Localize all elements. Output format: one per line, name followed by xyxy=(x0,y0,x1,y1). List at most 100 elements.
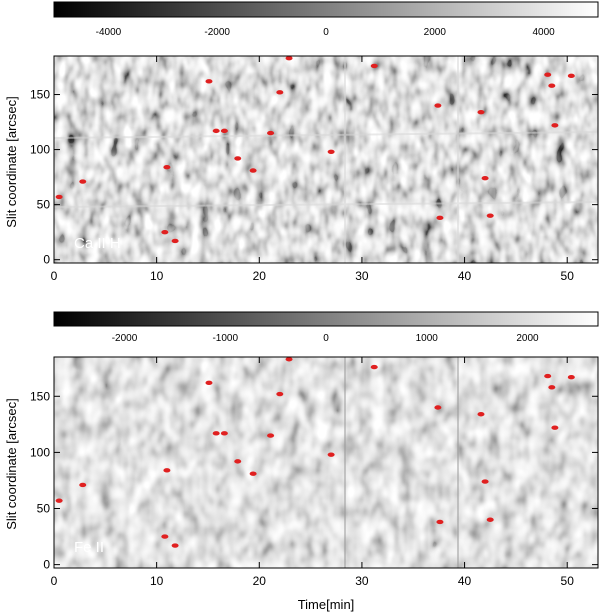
red-marker xyxy=(163,468,171,473)
plot-area-ca: Ca II H xyxy=(53,55,599,264)
x-axis-label-fe: Time[min] xyxy=(298,597,355,612)
slit-discontinuity-lines-ca xyxy=(53,56,599,263)
red-marker xyxy=(276,391,284,397)
red-marker xyxy=(234,459,242,464)
colorbar-tick-label: -2000 xyxy=(112,333,138,344)
colorbar-fe: -2000 -1000 0 1000 2000 xyxy=(53,311,599,344)
x-tick-label: 30 xyxy=(355,574,369,588)
slit-discontinuity-lines-fe xyxy=(344,357,459,568)
red-marker xyxy=(234,156,242,161)
y-tick-label: 150 xyxy=(30,389,50,403)
red-marker xyxy=(486,213,494,218)
y-axis-label-fe: Slit coordinate [arcsec] xyxy=(4,398,19,530)
red-marker xyxy=(477,109,485,115)
colorbar-tick-label: 0 xyxy=(323,333,329,344)
red-marker xyxy=(544,72,552,77)
colorbar-fe-gradient xyxy=(53,311,599,327)
colorbar-tick-label: -1000 xyxy=(212,333,238,344)
red-marker xyxy=(544,373,552,379)
y-tick-label: 100 xyxy=(30,445,50,459)
x-tick-label: 10 xyxy=(150,574,164,588)
red-markers-fe xyxy=(55,357,575,548)
red-marker xyxy=(79,179,87,184)
red-marker xyxy=(205,79,213,84)
x-tick-label: 10 xyxy=(150,269,164,283)
x-tick-label: 20 xyxy=(253,574,267,588)
y-tick-label: 0 xyxy=(43,558,50,572)
red-marker xyxy=(285,56,293,61)
red-marker xyxy=(171,238,179,244)
y-tick-label: 50 xyxy=(37,502,51,516)
red-marker xyxy=(327,149,335,154)
colorbar-ca-ticks: -4000 -2000 0 2000 4000 xyxy=(96,27,556,38)
red-marker xyxy=(55,194,63,200)
red-marker xyxy=(285,357,293,362)
red-marker xyxy=(220,431,228,436)
x-tick-label: 50 xyxy=(561,574,575,588)
axes-ca: 0 10 20 30 40 50 0 50 100 150 xyxy=(30,56,598,283)
colorbar-tick-label: 2000 xyxy=(516,333,539,344)
red-marker xyxy=(477,412,485,417)
colorbar-tick-label: -4000 xyxy=(96,27,122,38)
heatmap-fe-ii xyxy=(54,357,598,568)
red-marker xyxy=(567,73,575,79)
y-tick-label: 150 xyxy=(30,88,50,102)
x-tick-label: 30 xyxy=(355,269,369,283)
y-tick-label: 0 xyxy=(43,253,50,267)
red-marker xyxy=(370,63,378,69)
red-marker xyxy=(249,168,257,173)
red-marker xyxy=(276,90,284,95)
colorbar-tick-label: 4000 xyxy=(532,27,555,38)
red-marker xyxy=(434,405,442,410)
colorbar-tick-label: 1000 xyxy=(416,333,439,344)
red-marker xyxy=(327,452,335,457)
red-marker xyxy=(370,364,378,370)
panel-ca-ii-h: -4000 -2000 0 2000 4000 Ca II H 0 10 20 30 40 50 0… xyxy=(4,1,599,283)
y-tick-label: 50 xyxy=(37,198,51,212)
red-marker xyxy=(161,534,169,539)
plot-area-fe: Fe II xyxy=(53,356,599,569)
panel-fe-ii: -2000 -1000 0 1000 2000 Fe II 0 10 20 30 40 50 0 50… xyxy=(4,311,599,612)
red-marker xyxy=(267,433,275,438)
colorbar-ca-gradient xyxy=(53,1,599,18)
y-tick-label: 100 xyxy=(30,143,50,157)
red-marker xyxy=(249,471,257,476)
red-marker xyxy=(548,385,556,390)
colorbar-tick-label: -2000 xyxy=(204,27,230,38)
red-marker xyxy=(55,498,63,503)
panel-label-ca: Ca II H xyxy=(74,235,121,252)
red-marker xyxy=(171,543,179,548)
red-marker xyxy=(486,517,494,522)
x-tick-label: 0 xyxy=(51,269,58,283)
y-axis-label-ca: Slit coordinate [arcsec] xyxy=(4,96,19,228)
red-marker xyxy=(161,229,169,235)
panel-label-fe: Fe II xyxy=(74,539,104,556)
heatmap-ca-ii-h xyxy=(54,56,598,263)
red-marker xyxy=(212,431,220,436)
red-marker xyxy=(163,165,171,170)
red-marker xyxy=(220,128,228,134)
red-marker xyxy=(548,83,556,88)
red-markers-ca xyxy=(55,56,575,244)
red-marker xyxy=(212,128,220,134)
plot-frame-fe xyxy=(53,356,599,569)
plot-frame-ca xyxy=(53,55,599,264)
x-tick-label: 40 xyxy=(458,574,472,588)
red-marker xyxy=(481,176,489,181)
red-marker xyxy=(436,215,444,221)
red-marker xyxy=(567,375,575,380)
colorbar-ca: -4000 -2000 0 2000 4000 xyxy=(53,1,599,38)
red-marker xyxy=(481,479,489,484)
x-tick-label: 40 xyxy=(458,269,472,283)
red-marker xyxy=(551,123,559,128)
red-marker xyxy=(434,103,442,108)
red-marker xyxy=(267,130,275,136)
red-marker xyxy=(551,425,559,430)
colorbar-tick-label: 2000 xyxy=(424,27,447,38)
colorbar-tick-label: 0 xyxy=(323,27,329,38)
x-tick-label: 20 xyxy=(253,269,267,283)
x-tick-label: 0 xyxy=(51,574,58,588)
axes-fe: 0 10 20 30 40 50 0 50 100 150 xyxy=(30,357,598,588)
red-marker xyxy=(79,482,87,488)
colorbar-fe-ticks: -2000 -1000 0 1000 2000 xyxy=(112,333,539,344)
